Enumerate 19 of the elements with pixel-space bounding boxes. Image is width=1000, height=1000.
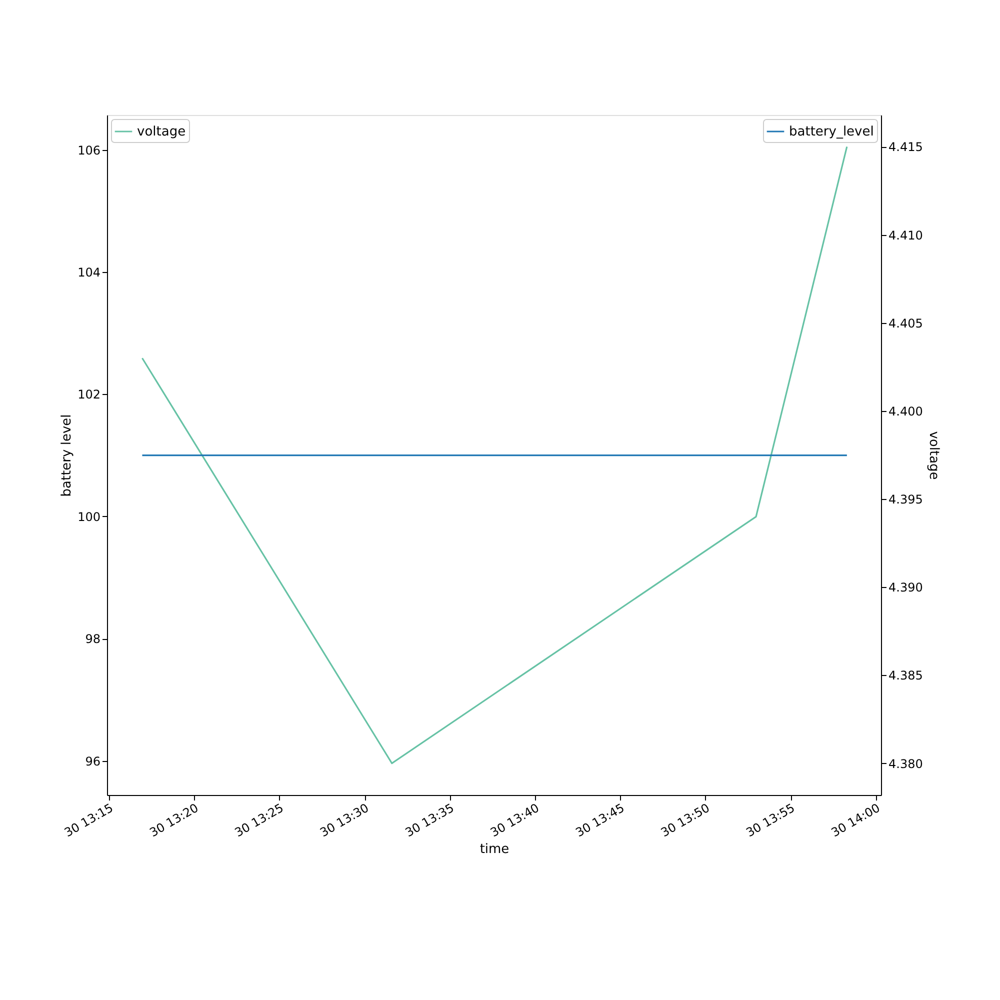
x-axis-title: time [480, 842, 510, 857]
y-axis-title: battery level [60, 414, 75, 497]
legend-label: battery_level [789, 124, 874, 140]
y-tick-label: 100 [78, 510, 100, 524]
y2-tick-label: 4.405 [888, 316, 923, 330]
y-tick-label: 98 [85, 632, 100, 646]
y2-tick-label: 4.380 [888, 756, 923, 771]
legend-label: voltage [137, 124, 186, 140]
y-tick-label: 106 [78, 143, 100, 158]
y2-tick-label: 4.415 [888, 140, 923, 154]
y2-axis-title: voltage [926, 431, 941, 480]
y2-tick-label: 4.385 [888, 668, 923, 683]
y-tick-label: 104 [78, 266, 100, 280]
y2-tick-label: 4.410 [888, 228, 923, 242]
y-tick-label: 102 [78, 388, 100, 402]
y2-tick-label: 4.400 [888, 404, 923, 418]
y-tick-label: 96 [85, 754, 100, 768]
y2-tick-label: 4.395 [888, 492, 923, 507]
y2-tick-label: 4.390 [888, 580, 923, 595]
